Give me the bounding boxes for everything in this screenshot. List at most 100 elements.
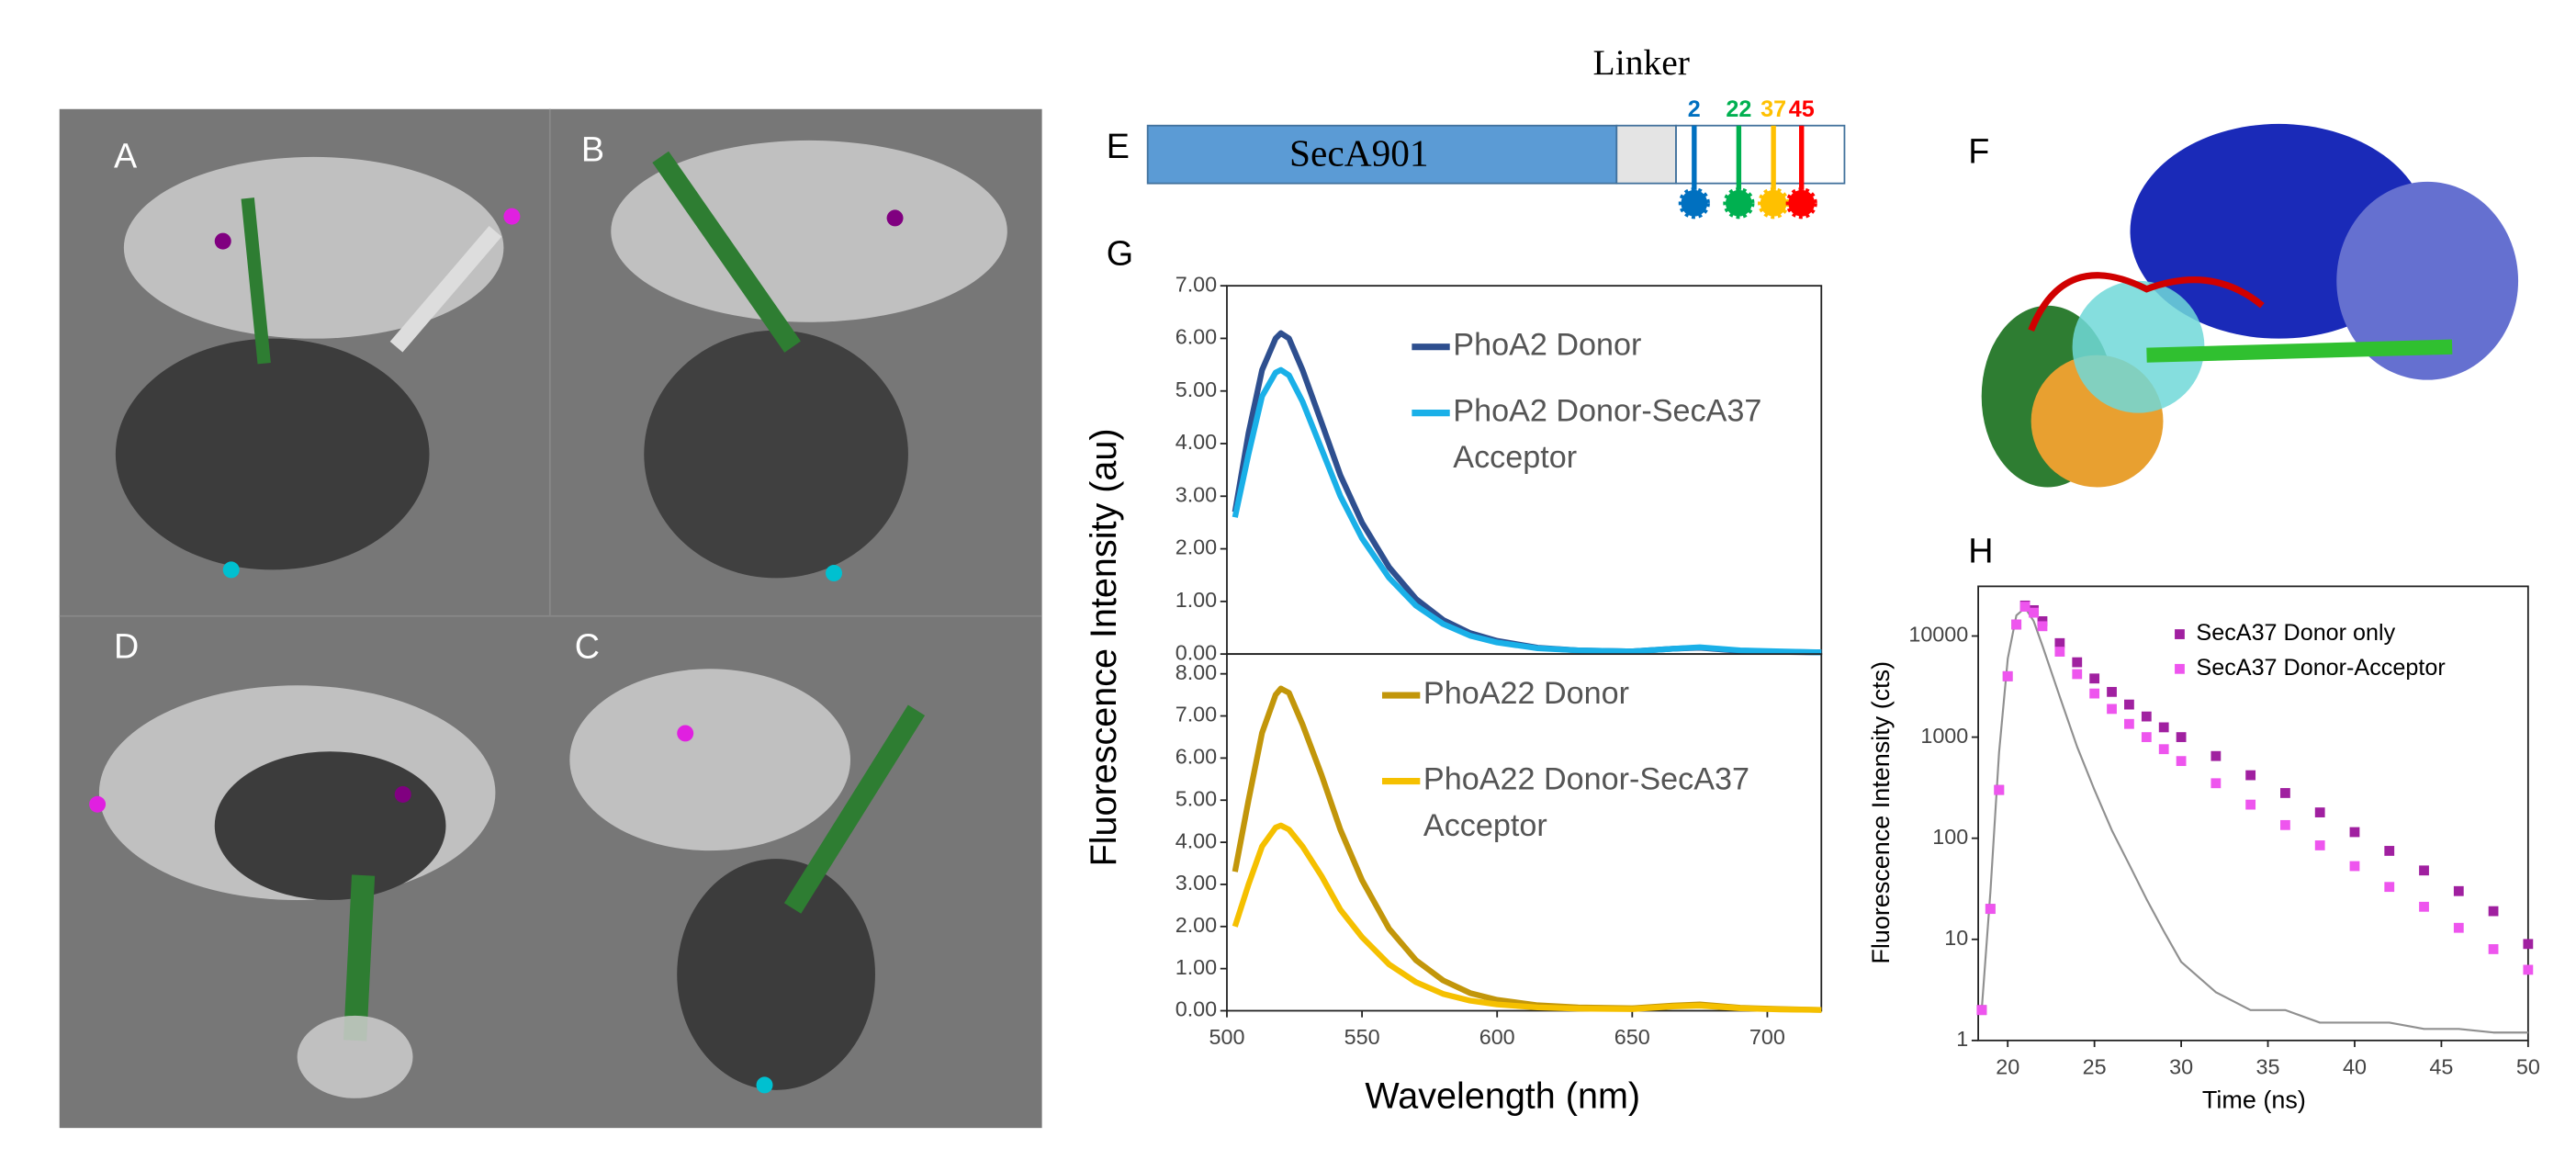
y-tick-label: 7.00 <box>1176 272 1217 296</box>
legend-label: PhoA22 Donor-SecA37 Acceptor <box>1423 762 1749 843</box>
data-point <box>2107 704 2117 715</box>
data-point <box>1994 784 2005 795</box>
legend-label: PhoA2 Donor-SecA37 Acceptor <box>1453 394 1761 475</box>
data-point <box>2037 616 2048 626</box>
y-tick-label: 3.00 <box>1176 871 1217 895</box>
y-tick-label: 1.00 <box>1176 955 1217 979</box>
legend-label: SecA37 Donor-Acceptor <box>2196 655 2445 681</box>
y-tick-label: 1 <box>1956 1027 1968 1051</box>
series-line <box>1232 366 1822 656</box>
legend-label: SecA37 Donor only <box>2196 620 2395 646</box>
position-dye <box>1678 187 1710 220</box>
data-point <box>2037 621 2048 632</box>
y-tick-label: 3.00 <box>1176 482 1217 506</box>
data-point <box>1985 904 1996 915</box>
data-point <box>2523 939 2534 950</box>
panel-label: E <box>1107 127 1130 165</box>
series-line <box>1232 330 1822 656</box>
protein-f <box>1981 123 2519 488</box>
data-point <box>2141 711 2152 722</box>
data-point <box>2054 637 2065 648</box>
y-tick-label: 5.00 <box>1176 377 1217 401</box>
data-point <box>2089 673 2100 684</box>
domain-label: SecA901 <box>1289 131 1429 174</box>
data-point <box>2054 647 2065 657</box>
structure-panels <box>59 108 1042 1129</box>
y-tick-label: 1.00 <box>1176 588 1217 612</box>
position-dye <box>1758 187 1790 220</box>
series-line <box>1980 606 2528 1034</box>
panel-label: D <box>114 627 139 666</box>
data-point <box>2314 807 2325 817</box>
data-point <box>2488 944 2499 954</box>
y-tick-label: 6.00 <box>1176 745 1217 769</box>
data-point <box>2002 670 2013 681</box>
data-point <box>2488 906 2499 917</box>
plot-frame <box>1226 653 1823 1012</box>
y-tick-label: 5.00 <box>1176 786 1217 810</box>
series-line <box>1232 685 1822 1013</box>
position-label: 22 <box>1726 96 1751 122</box>
data-point <box>2349 827 2360 838</box>
data-point <box>2011 619 2022 630</box>
x-tick-label: 600 <box>1479 1025 1515 1049</box>
protein-a <box>115 156 521 579</box>
data-point <box>2210 750 2222 761</box>
y-tick-label: 0.00 <box>1176 997 1217 1021</box>
y-axis-label: Fluorescence Intensity (cts) <box>1867 661 1895 964</box>
data-point <box>2523 964 2534 975</box>
data-point <box>2384 882 2395 893</box>
x-tick-label: 500 <box>1209 1025 1244 1049</box>
domain-box <box>1146 124 1618 185</box>
x-tick-label: 700 <box>1749 1025 1785 1049</box>
legend-swatch <box>2175 629 2185 639</box>
data-point <box>2280 788 2290 798</box>
series-line <box>1232 822 1822 1013</box>
data-point <box>2245 770 2256 781</box>
y-tick-label: 4.00 <box>1176 828 1217 852</box>
data-point <box>2245 799 2256 810</box>
y-tick-label: 7.00 <box>1176 703 1217 726</box>
data-point <box>2072 669 2083 680</box>
y-tick-label: 2.00 <box>1176 535 1217 559</box>
data-point <box>2124 699 2134 710</box>
plot-frame <box>1977 585 2529 1042</box>
linker-title: Linker <box>1593 42 1690 83</box>
y-tick-label: 0.00 <box>1176 640 1217 664</box>
data-point <box>2176 732 2187 742</box>
data-point <box>2089 688 2100 699</box>
x-tick-label: 550 <box>1344 1025 1380 1049</box>
protein-d <box>89 685 496 1098</box>
data-point <box>2280 819 2290 830</box>
x-tick-label: 20 <box>1996 1055 2019 1079</box>
data-point <box>2029 607 2039 618</box>
panel-label: A <box>114 137 138 175</box>
panel-label: F <box>1968 131 1989 170</box>
y-tick-label: 6.00 <box>1176 325 1217 349</box>
x-tick-label: 45 <box>2429 1055 2453 1079</box>
y-tick-label: 8.00 <box>1176 660 1217 684</box>
data-point <box>2453 885 2464 896</box>
x-tick-label: 30 <box>2169 1055 2193 1079</box>
x-tick-label: 50 <box>2516 1055 2540 1079</box>
panel-label: H <box>1968 531 1993 569</box>
protein-c <box>569 669 926 1094</box>
y-tick-label: 10000 <box>1908 623 1968 647</box>
data-point <box>2158 722 2169 733</box>
linker-schematic: Linker SecA901 <box>1146 42 1846 185</box>
x-tick-label: 25 <box>2083 1055 2107 1079</box>
x-tick-label: 650 <box>1614 1025 1650 1049</box>
position-dye <box>1723 187 1755 220</box>
data-point <box>2453 922 2464 933</box>
position-label: 37 <box>1760 96 1786 122</box>
data-point <box>2419 901 2429 912</box>
panel-label: G <box>1107 234 1133 273</box>
x-axis-label: Wavelength (nm) <box>1365 1075 1640 1116</box>
data-point <box>2124 718 2134 729</box>
y-tick-label: 1000 <box>1920 724 1968 748</box>
position-label: 2 <box>1688 96 1701 122</box>
x-axis-label: Time (ns) <box>2202 1087 2306 1114</box>
panel-label: C <box>575 627 600 666</box>
data-point <box>2072 657 2083 668</box>
